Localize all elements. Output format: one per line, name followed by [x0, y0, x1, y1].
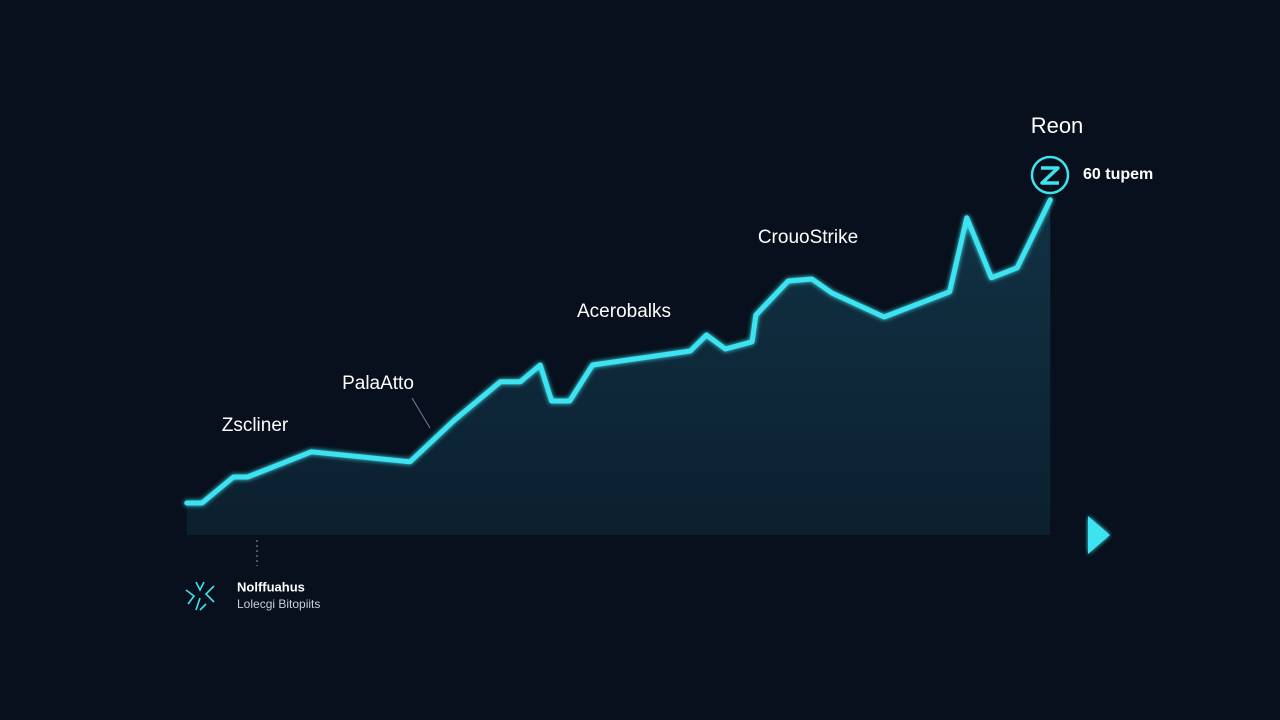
footer-title: Nolffuahus [237, 579, 305, 594]
annotation: Acerobalks [577, 301, 671, 322]
line [184, 197, 1053, 506]
plot [184, 197, 1053, 536]
annotation: 60 tupem [1083, 166, 1153, 183]
annotation: CrouoStrike [758, 227, 858, 248]
axis-arrow [1088, 516, 1110, 554]
annotation: Reon [1031, 113, 1084, 138]
badge-glyph [1040, 166, 1060, 185]
footer-subtitle: Lolecgi Bitopiits [237, 597, 320, 611]
annotation: PalaAtto [342, 373, 414, 394]
footer-logo [185, 581, 215, 611]
area [186, 199, 1051, 536]
annotation: Zscliner [222, 415, 289, 436]
connector [411, 397, 431, 429]
